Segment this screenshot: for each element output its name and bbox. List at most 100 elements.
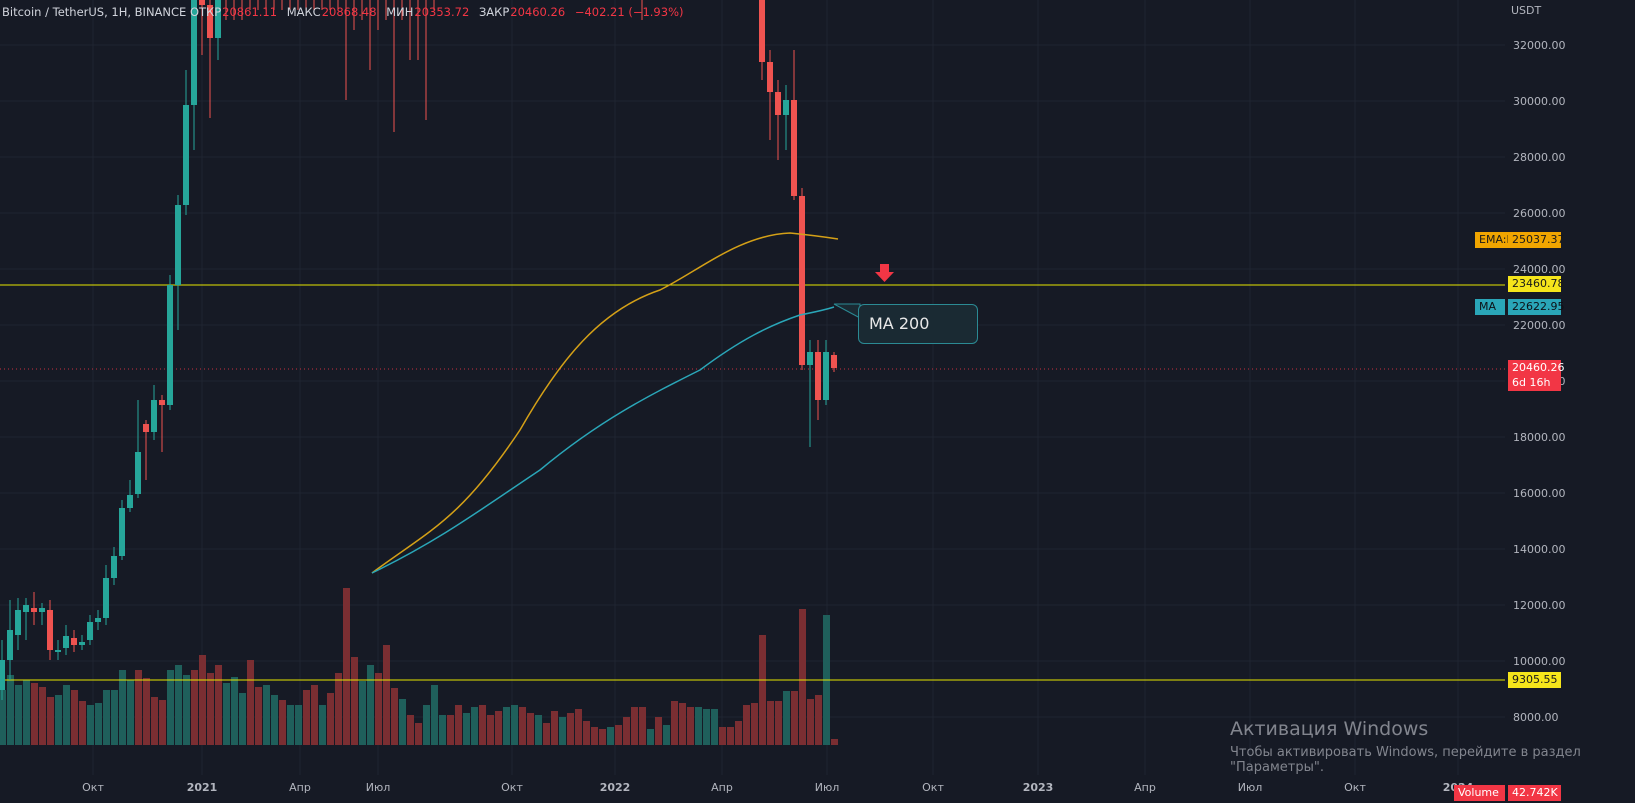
volume-bar-down <box>543 723 550 745</box>
volume-bar-down <box>775 701 782 745</box>
open-value: 20861.11 <box>222 5 278 19</box>
symbol-legend: Bitcoin / TetherUS, 1H, BINANCE ОТКР2086… <box>2 5 689 19</box>
currency-label: USDT <box>1511 4 1542 17</box>
volume-bar-down <box>279 700 286 745</box>
countdown-tag: 6d 16h <box>1508 375 1561 391</box>
time-tick-label: Окт <box>82 781 104 794</box>
volume-bar-down <box>335 673 342 745</box>
volume-bar-down <box>39 687 46 745</box>
candle-up <box>183 105 189 205</box>
candle-up <box>127 495 133 508</box>
volume-bar-down <box>199 655 206 745</box>
candle-down <box>71 638 77 645</box>
candle-down <box>767 62 773 92</box>
candle-up <box>63 636 69 648</box>
candle-up <box>55 650 61 652</box>
ma-label-tag: MA <box>1475 299 1505 315</box>
price-tick-label: 12000.00 <box>1513 599 1566 612</box>
candle-up <box>783 100 789 115</box>
volume-bar-up <box>119 670 126 745</box>
volume-bar-down <box>311 685 318 745</box>
candle-up <box>0 660 5 690</box>
close-label: ЗАКР <box>478 5 510 19</box>
volume-bar-down <box>759 635 766 745</box>
change-value: −402.21 (−1.93%) <box>574 5 684 19</box>
time-tick-label: 2022 <box>600 781 631 794</box>
time-tick-label: Июл <box>815 781 840 794</box>
volume-bar-down <box>407 715 414 745</box>
candle-up <box>87 622 93 640</box>
volume-bar-up <box>535 715 542 745</box>
volume-bar-down <box>215 665 222 745</box>
volume-bar-down <box>455 705 462 745</box>
candle-down <box>159 400 165 405</box>
volume-bar-down <box>143 678 150 745</box>
volume-bar-up <box>703 709 710 745</box>
volume-bar-up <box>183 675 190 745</box>
candle-up <box>135 452 141 494</box>
volume-bar-up <box>663 725 670 745</box>
hline-lower-tag: 9305.55 <box>1508 672 1561 688</box>
volume-bar-down <box>751 703 758 745</box>
candle-up <box>119 508 125 556</box>
volume-bar-down <box>671 701 678 745</box>
volume-bar-up <box>111 690 118 745</box>
ma200-line <box>371 306 835 574</box>
time-tick-label: Окт <box>1344 781 1366 794</box>
down-arrow-icon <box>875 264 894 282</box>
volume-bar-down <box>583 721 590 745</box>
price-tick-label: 30000.00 <box>1513 95 1566 108</box>
last-price-tag: 20460.26 <box>1508 360 1565 376</box>
volume-bar-down <box>831 739 838 745</box>
price-tick-label: 26000.00 <box>1513 207 1566 220</box>
ema-line <box>371 232 839 574</box>
volume-bar-down <box>351 657 358 745</box>
ma200-callout[interactable]: MA 200 <box>858 304 978 344</box>
volume-bar-down <box>567 713 574 745</box>
time-tick-label: Июл <box>366 781 391 794</box>
volume-bar-up <box>359 681 366 745</box>
price-tick-label: 14000.00 <box>1513 543 1566 556</box>
high-label: МАКС <box>286 5 321 19</box>
volume-bar-down <box>135 670 142 745</box>
candle-up <box>167 285 173 405</box>
volume-bar-up <box>167 670 174 745</box>
volume-bar-up <box>23 680 30 745</box>
volume-bar-down <box>735 721 742 745</box>
price-tick-label: 16000.00 <box>1513 487 1566 500</box>
volume-bar-up <box>463 713 470 745</box>
high-value: 20868.48 <box>321 5 377 19</box>
candle-down <box>815 352 821 400</box>
candle-up <box>23 605 29 612</box>
volume-bar-up <box>559 717 566 745</box>
volume-bar-up <box>0 690 6 745</box>
candle-down <box>775 92 781 115</box>
volume-bar-up <box>271 695 278 745</box>
volume-bar-down <box>495 711 502 745</box>
volume-bar-down <box>719 727 726 745</box>
price-tick-label: 10000.00 <box>1513 655 1566 668</box>
volume-bar-up <box>103 690 110 745</box>
time-tick-label: Апр <box>711 781 733 794</box>
time-tick-label: Апр <box>1134 781 1156 794</box>
volume-bar-down <box>591 727 598 745</box>
close-value: 20460.26 <box>510 5 566 19</box>
price-tick-label: 8000.00 <box>1513 711 1559 724</box>
volume-bar-up <box>87 705 94 745</box>
candle-down <box>207 5 213 38</box>
volume-bar-down <box>615 725 622 745</box>
candle-up <box>103 578 109 618</box>
volume-bar-up <box>175 665 182 745</box>
volume-bar-down <box>47 697 54 745</box>
open-label: ОТКР <box>189 5 222 19</box>
candle-down <box>47 610 53 650</box>
candle-up <box>7 630 13 660</box>
volume-bar-up <box>503 707 510 745</box>
price-tick-label: 22000.00 <box>1513 319 1566 332</box>
candle-down <box>759 0 765 62</box>
volume-bar-up <box>287 705 294 745</box>
volume-bar-up <box>423 705 430 745</box>
hline-upper-tag: 23460.78 <box>1508 276 1565 292</box>
